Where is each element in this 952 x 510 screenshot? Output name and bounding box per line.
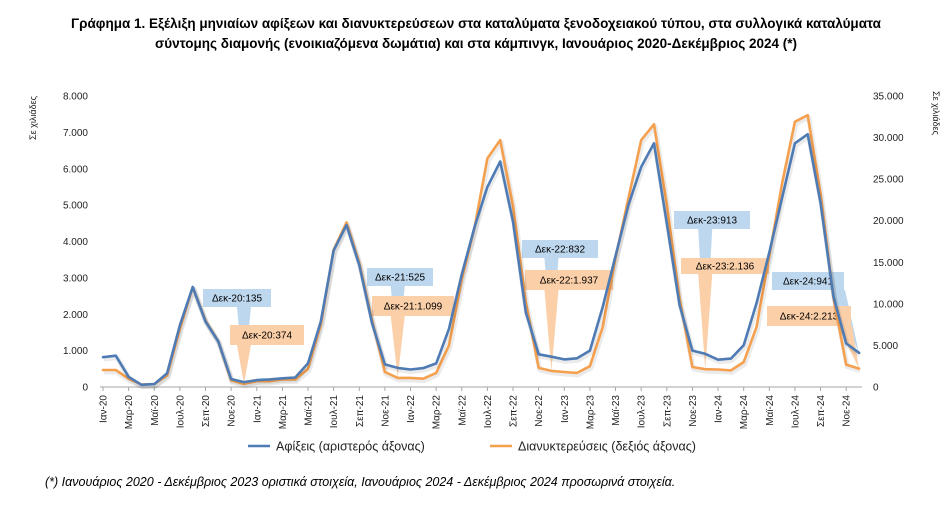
- callout-label: Δεκ-20:135: [212, 294, 262, 305]
- callout-box: [674, 211, 750, 229]
- x-tick-label: Ιουλ-24: [790, 395, 801, 429]
- x-tick-label: Νοε-23: [688, 395, 699, 427]
- series-lines: [101, 113, 862, 390]
- x-tick-label: Σεπ-23: [662, 395, 673, 427]
- callout-label: Δεκ-23:2.136: [696, 262, 755, 273]
- chart-title: Γράφημα 1. Εξέλιξη μηνιαίων αφίξεων και …: [0, 14, 952, 54]
- nights-callout: Δεκ-21:1.099: [372, 296, 454, 378]
- callout-box: [525, 270, 613, 290]
- y-right-tick-label: 15.000: [873, 258, 904, 269]
- nights-callout: Δεκ-20:374: [230, 325, 304, 384]
- x-tick-label: Ιαν-24: [714, 395, 725, 423]
- x-tick-label: Ιουλ-20: [175, 395, 186, 429]
- y-right-axis-label: Σε χιλιάδες: [931, 91, 941, 136]
- y-right-tick-label: 35.000: [873, 92, 904, 103]
- x-tick-label: Νοε-24: [842, 395, 853, 427]
- callout-label: Δεκ-21:525: [375, 273, 425, 284]
- y-right-tick-label: 30.000: [873, 133, 904, 144]
- x-tick-label: Μαρ-20: [124, 395, 135, 430]
- x-tick-label: Μαϊ-24: [765, 395, 776, 426]
- callout-box: [767, 306, 851, 326]
- callout-pointer: [698, 274, 713, 370]
- nights-callout: Δεκ-22:1.937: [525, 270, 613, 371]
- y-left-tick-label: 4.000: [63, 237, 88, 248]
- callout-box: [230, 325, 304, 345]
- callout-box: [772, 272, 844, 290]
- legend: Αφίξεις (αριστερός άξονας) Διανυκτερεύσει…: [248, 440, 696, 454]
- y-right-tick-label: 0: [873, 383, 879, 394]
- chart-title-line-1: Γράφημα 1. Εξέλιξη μηνιαίων αφίξεων και …: [71, 16, 881, 31]
- x-tick-label: Σεπ-21: [355, 395, 366, 427]
- y-left-tick-label: 5.000: [63, 201, 88, 212]
- callouts: Δεκ-20:135 Δεκ-20:374 Δεκ-21:525 Δεκ-21:1.0…: [203, 211, 859, 384]
- callout-label: Δεκ-24:2.213: [780, 312, 839, 323]
- x-tick-label: Σεπ-22: [509, 395, 520, 427]
- x-tick-label: Μαρ-21: [278, 395, 289, 430]
- y-left-tick-label: 8.000: [63, 92, 88, 103]
- x-tick-label: Ιουλ-21: [329, 395, 340, 429]
- y-left-tick-label: 3.000: [63, 273, 88, 284]
- y-right-tick-label: 25.000: [873, 175, 904, 186]
- callout-label: Δεκ-23:913: [687, 216, 737, 227]
- x-tick-label: Μαϊ-22: [457, 395, 468, 426]
- y-left-tick-label: 0: [82, 383, 88, 394]
- legend-label-nights: Διανυκτερεύσεις (δεξιός άξονας): [518, 440, 696, 454]
- x-tick-label: Ιαν-21: [252, 395, 263, 423]
- callout-box: [367, 268, 433, 286]
- x-tick-label: Ιαν-22: [406, 395, 417, 423]
- x-tick-label: Μαρ-23: [585, 395, 596, 430]
- axes: 0 1.000 2.000 3.000 4.000 5.000 6.000 7.000 8.00…: [28, 91, 941, 429]
- y-right-tick-label: 20.000: [873, 216, 904, 227]
- x-tick-label: Μαρ-22: [432, 395, 443, 430]
- x-tick-label: Ιαν-20: [99, 395, 110, 423]
- x-tick-label: Νοε-20: [227, 395, 238, 427]
- x-tick-label: Σεπ-20: [201, 395, 212, 427]
- callout-label: Δεκ-22:1.937: [540, 276, 599, 287]
- callout-box: [372, 296, 454, 316]
- x-tick-label: Σεπ-24: [816, 395, 827, 427]
- y-left-tick-label: 7.000: [63, 128, 88, 139]
- y-right-tick-label: 10.000: [873, 299, 904, 310]
- callout-label: Δεκ-21:1.099: [384, 302, 443, 313]
- legend-label-arrivals: Αφίξεις (αριστερός άξονας): [276, 440, 425, 454]
- x-tick-label: Ιαν-23: [560, 395, 571, 423]
- callout-label: Δεκ-24:941: [783, 277, 833, 288]
- y-left-tick-label: 2.000: [63, 310, 88, 321]
- callout-box: [522, 240, 598, 258]
- y-left-tick-label: 6.000: [63, 164, 88, 175]
- x-tick-label: Μαϊ-20: [150, 395, 161, 426]
- y-right-tick-label: 5.000: [873, 341, 898, 352]
- callout-label: Δεκ-20:374: [242, 331, 292, 342]
- nights-callout: Δεκ-23:2.136: [681, 258, 769, 370]
- callout-pointer: [544, 290, 559, 371]
- arrivals-series-line: [101, 132, 861, 387]
- x-tick-label: Μαϊ-21: [304, 395, 315, 426]
- footnote: (*) Ιανουάριος 2020 - Δεκέμβριος 2023 ορ…: [45, 475, 676, 489]
- x-tick-label: Ιουλ-23: [637, 395, 648, 429]
- x-tick-label: Ιουλ-22: [483, 395, 494, 429]
- chart-title-line-2: σύντομης διαμονής (ενοικιαζόμενα δωμάτια…: [155, 36, 797, 51]
- x-tick-label: Μαϊ-23: [611, 395, 622, 426]
- x-tick-label: Νοε-21: [380, 395, 391, 427]
- x-tick-label: Μαρ-24: [739, 395, 750, 430]
- callout-pointer: [236, 345, 251, 384]
- callout-box: [203, 289, 271, 307]
- callout-pointer: [390, 316, 405, 378]
- callout-box: [681, 258, 769, 274]
- y-left-axis-label: Σε χιλιάδες: [28, 95, 38, 140]
- x-tick-label: Νοε-22: [534, 395, 545, 427]
- callout-label: Δεκ-22:832: [535, 245, 585, 256]
- y-left-tick-label: 1.000: [63, 346, 88, 357]
